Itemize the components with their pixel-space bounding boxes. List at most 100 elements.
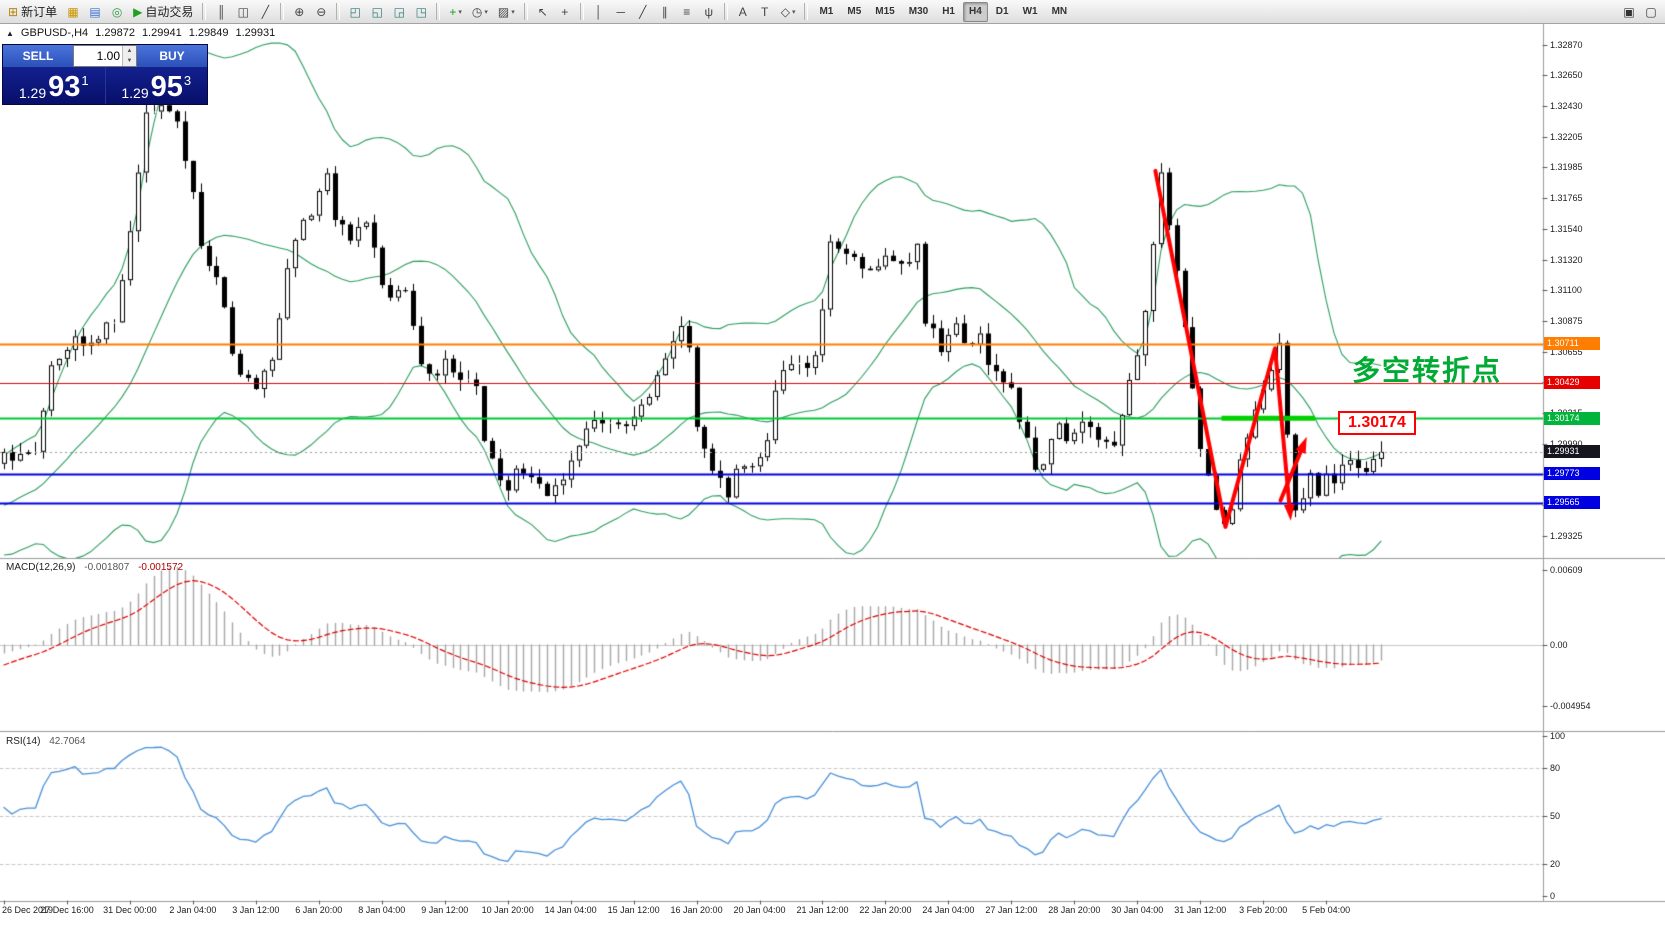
- cursor-icon[interactable]: ↖: [533, 2, 553, 22]
- data-window-icon: ▤: [89, 4, 101, 19]
- window-restore-icon[interactable]: ▣: [1619, 2, 1639, 22]
- timeframe-h4-button[interactable]: H4: [962, 1, 988, 22]
- new-order-button[interactable]: ⊞ 新订单: [4, 2, 61, 22]
- template-icon: ▨: [497, 4, 510, 19]
- channel-icon[interactable]: ∥: [655, 2, 675, 22]
- one-click-collapse-icon[interactable]: ▲: [6, 28, 14, 38]
- auto-trading-icon: ▶: [133, 4, 143, 19]
- market-watch-icon[interactable]: ▦: [63, 2, 83, 22]
- candlestick-chart-icon[interactable]: ◫: [233, 2, 253, 22]
- timeframe-mn-button[interactable]: MN: [1046, 2, 1074, 22]
- timeframe-h1-button[interactable]: H1: [936, 2, 961, 22]
- text-label-icon[interactable]: T: [755, 2, 775, 22]
- vertical-line-icon[interactable]: │: [589, 2, 609, 22]
- horizontal-line-icon[interactable]: ─: [611, 2, 631, 22]
- sell-button[interactable]: SELL: [3, 45, 73, 67]
- cursor-icon: ↖: [537, 4, 548, 19]
- andrews-pitchfork-icon: ψ: [704, 4, 713, 19]
- buy-price[interactable]: 1.29 95 3: [104, 67, 208, 104]
- toolbar-separator: [579, 3, 584, 20]
- turning-point-annotation[interactable]: 多空转折点: [1352, 355, 1503, 386]
- buy-button[interactable]: BUY: [137, 45, 207, 67]
- tile-windows-icon: ◰: [349, 4, 361, 19]
- price-callout-box[interactable]: 1.30174: [1338, 411, 1416, 435]
- toolbar-separator: [202, 3, 207, 20]
- timeframe-w1-button[interactable]: W1: [1017, 2, 1044, 22]
- timeframe-m15-button[interactable]: M15: [869, 2, 900, 22]
- market-watch-icon: ▦: [67, 4, 79, 19]
- symbol-name: GBPUSD-,H4: [20, 27, 89, 39]
- timeframe-d1-button[interactable]: D1: [990, 2, 1015, 22]
- chevron-down-icon: ▾: [458, 8, 462, 16]
- tile-windows-icon[interactable]: ◰: [345, 2, 365, 22]
- toolbar-separator: [723, 3, 728, 20]
- sell-price-pip: 1: [81, 73, 89, 88]
- toolbar-separator: [336, 3, 341, 20]
- navigator-icon[interactable]: ◎: [107, 2, 127, 22]
- toolbar-separator: [523, 3, 528, 20]
- cascade-windows-icon: ◱: [371, 4, 383, 19]
- ohlc-bars-icon[interactable]: ║: [211, 2, 231, 22]
- macd-value-main: -0.001807: [84, 562, 130, 573]
- zoom-in-icon[interactable]: ⊕: [289, 2, 309, 22]
- sell-price-big: 93: [48, 71, 81, 104]
- window-new-icon[interactable]: ▢: [1641, 2, 1661, 22]
- text-icon[interactable]: A: [733, 2, 753, 22]
- timeframe-m5-button[interactable]: M5: [841, 2, 867, 22]
- volume-box: ▲ ▼: [73, 45, 137, 67]
- text-icon: A: [738, 4, 747, 19]
- timeframe-m1-button[interactable]: M1: [813, 2, 839, 22]
- chevron-down-icon: ▾: [511, 8, 515, 16]
- tile-vertical-icon[interactable]: ◳: [411, 2, 431, 22]
- timeframe-group: M1 M5 M15 M30 H1 H4 D1 W1 MN: [812, 1, 1074, 22]
- trendline-icon: ╱: [639, 4, 647, 19]
- volume-input[interactable]: [74, 46, 122, 66]
- channel-icon: ∥: [661, 4, 668, 19]
- buy-price-pip: 3: [183, 73, 192, 88]
- tile-horizontal-icon[interactable]: ◲: [389, 2, 409, 22]
- auto-trading-button[interactable]: ▶ 自动交易: [129, 2, 197, 22]
- macd-indicator-label: MACD(12,26,9) -0.001807 -0.001572: [6, 562, 183, 573]
- templates-button[interactable]: ▨ ▾: [494, 2, 519, 22]
- new-order-icon: ⊞: [8, 4, 19, 19]
- fibonacci-icon: ≡: [683, 4, 691, 19]
- bar-high: 1.29941: [141, 27, 182, 39]
- rsi-name: RSI(14): [6, 736, 41, 747]
- clock-icon: ◷: [471, 4, 483, 19]
- bar-low: 1.29849: [188, 27, 229, 39]
- indicators-button[interactable]: + ▾: [445, 2, 466, 22]
- zoom-out-icon: ⊖: [316, 4, 327, 19]
- shapes-button[interactable]: ◇ ▾: [777, 2, 800, 22]
- volume-up-icon[interactable]: ▲: [123, 46, 136, 56]
- cascade-windows-icon[interactable]: ◱: [367, 2, 387, 22]
- new-order-button-label: 新订单: [21, 5, 58, 19]
- macd-value-signal: -0.001572: [138, 562, 184, 573]
- toolbar-separator: [436, 3, 441, 20]
- line-chart-icon[interactable]: ╱: [255, 2, 275, 22]
- data-window-icon[interactable]: ▤: [85, 2, 105, 22]
- periods-button[interactable]: ◷ ▾: [468, 2, 492, 22]
- andrews-pitchfork-icon[interactable]: ψ: [699, 2, 719, 22]
- trendline-icon[interactable]: ╱: [633, 2, 653, 22]
- vertical-line-icon: │: [594, 4, 603, 19]
- macd-name: MACD(12,26,9): [6, 562, 76, 573]
- shapes-icon: ◇: [780, 4, 790, 19]
- rsi-indicator-label: RSI(14) 42.7064: [6, 736, 85, 747]
- text-label-icon: T: [761, 4, 769, 19]
- sell-price[interactable]: 1.29 93 1: [3, 67, 105, 104]
- ohlc-bars-icon: ║: [217, 4, 226, 19]
- line-chart-icon: ╱: [261, 4, 269, 19]
- timeframe-m30-button[interactable]: M30: [903, 2, 934, 22]
- toolbar-main-group: ⊞ 新订单 ▦ ▤ ◎ ▶ 自动交易 ║ ◫ ╱ ⊕ ⊖ ◰ ◱ ◲ ◳ + ▾ ◷ ▾ ▨ ▾ ↖ + │ ─ ╱ ∥ ≡ ψ A T ◇ ▾: [3, 2, 812, 22]
- zoom-in-icon: ⊕: [294, 4, 305, 19]
- volume-spinner: ▲ ▼: [122, 46, 136, 66]
- navigator-icon: ◎: [111, 4, 123, 19]
- horizontal-line-icon: ─: [616, 4, 625, 19]
- fibonacci-icon[interactable]: ≡: [677, 2, 697, 22]
- indicators-icon: +: [449, 4, 457, 19]
- volume-down-icon[interactable]: ▼: [123, 56, 136, 66]
- zoom-out-icon[interactable]: ⊖: [311, 2, 331, 22]
- symbol-info: ▲ GBPUSD-,H4 1.29872 1.29941 1.29849 1.2…: [6, 27, 275, 39]
- crosshair-icon[interactable]: +: [555, 2, 575, 22]
